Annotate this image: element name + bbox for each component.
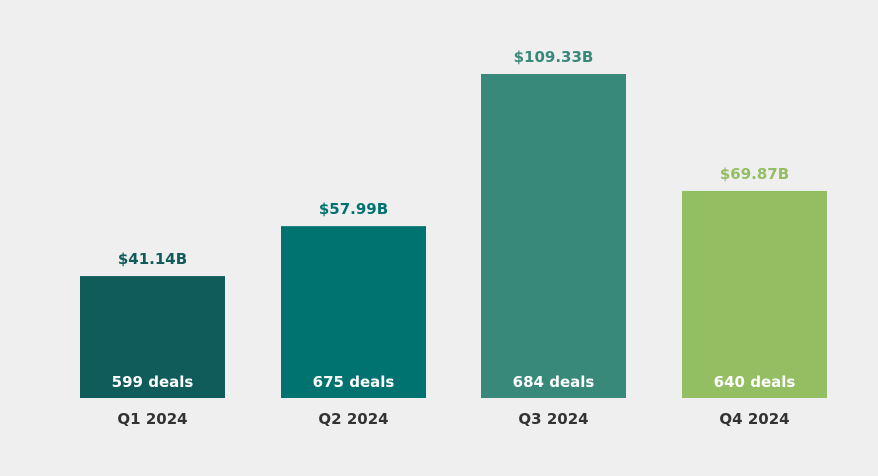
category-label-4: Q4 2024 (719, 410, 789, 428)
category-label-1: Q1 2024 (117, 410, 187, 428)
deals-label-2: 675 deals (313, 373, 395, 391)
deals-label-1: 599 deals (112, 373, 194, 391)
category-label-3: Q3 2024 (518, 410, 588, 428)
value-label-2: $57.99B (319, 200, 388, 218)
deals-label-4: 640 deals (714, 373, 796, 391)
deals-label-3: 684 deals (513, 373, 595, 391)
bar-4 (682, 190, 827, 398)
bar-3 (481, 74, 626, 398)
value-label-3: $109.33B (514, 48, 594, 66)
bar-2 (281, 226, 426, 398)
value-label-1: $41.14B (118, 250, 187, 268)
value-label-4: $69.87B (720, 165, 789, 183)
bar-1 (80, 276, 225, 398)
category-label-2: Q2 2024 (318, 410, 388, 428)
